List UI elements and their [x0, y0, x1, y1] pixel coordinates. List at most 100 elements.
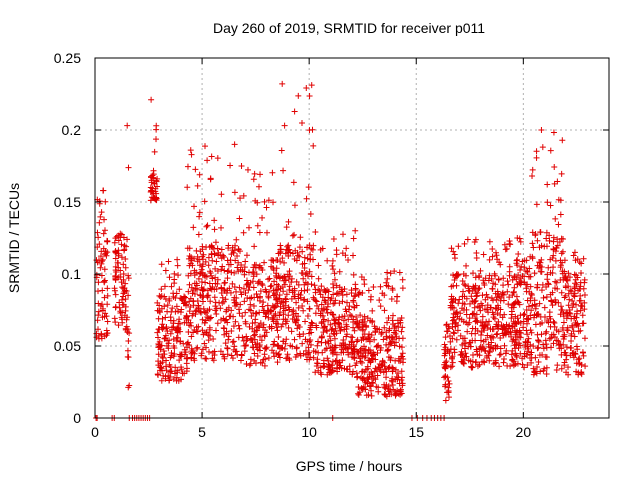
- data-point: [573, 368, 580, 375]
- data-point: [543, 370, 550, 377]
- data-point: [492, 360, 499, 367]
- data-point: [302, 336, 309, 343]
- data-point: [366, 371, 373, 378]
- data-point: [212, 239, 219, 246]
- data-point: [510, 358, 517, 365]
- data-point: [183, 355, 190, 362]
- data-point: [255, 278, 262, 285]
- data-point: [178, 351, 185, 358]
- data-point: [474, 318, 481, 325]
- data-point: [451, 251, 458, 258]
- data-point: [203, 344, 210, 351]
- data-point: [450, 272, 457, 279]
- data-point: [195, 275, 202, 282]
- data-point: [214, 320, 221, 327]
- data-point: [361, 313, 368, 320]
- data-point: [156, 309, 163, 316]
- data-point: [336, 314, 343, 321]
- data-point: [158, 261, 165, 268]
- data-point: [497, 297, 504, 304]
- data-point: [454, 327, 461, 334]
- data-point: [221, 286, 228, 293]
- data-point: [264, 302, 271, 309]
- data-point: [557, 264, 564, 271]
- data-point: [243, 277, 250, 284]
- data-point: [187, 147, 194, 154]
- data-point: [332, 358, 339, 365]
- data-point: [484, 294, 491, 301]
- data-point: [202, 272, 209, 279]
- data-point: [472, 315, 479, 322]
- data-point: [544, 181, 551, 188]
- data-point: [199, 246, 206, 253]
- data-point: [448, 354, 455, 361]
- data-point: [250, 273, 257, 280]
- data-point: [248, 294, 255, 301]
- data-point: [532, 305, 539, 312]
- data-point: [156, 364, 163, 371]
- data-point: [162, 373, 169, 380]
- data-point: [265, 197, 272, 204]
- data-point: [237, 248, 244, 255]
- data-point: [469, 311, 476, 318]
- data-point: [178, 364, 185, 371]
- data-point: [543, 354, 550, 361]
- data-point: [581, 276, 588, 283]
- data-point: [356, 389, 363, 396]
- data-point: [227, 261, 234, 268]
- data-point: [548, 334, 555, 341]
- data-point: [445, 394, 452, 401]
- data-point: [199, 316, 206, 323]
- data-point: [93, 257, 100, 264]
- data-point: [571, 333, 578, 340]
- data-point: [550, 234, 557, 241]
- data-point: [218, 224, 225, 231]
- data-point: [177, 338, 184, 345]
- data-point: [276, 345, 283, 352]
- data-point: [577, 285, 584, 292]
- data-point: [223, 316, 230, 323]
- data-point: [166, 337, 173, 344]
- data-point: [315, 305, 322, 312]
- data-point: [112, 249, 119, 256]
- data-point: [186, 308, 193, 315]
- data-point: [260, 324, 267, 331]
- data-point: [563, 369, 570, 376]
- data-point: [506, 294, 513, 301]
- y-tick-label: 0.2: [62, 122, 82, 138]
- axis-ticks: [94, 57, 609, 419]
- data-point: [246, 306, 253, 313]
- data-point: [174, 262, 181, 269]
- data-point: [224, 268, 231, 275]
- data-point: [368, 392, 375, 399]
- data-point: [202, 355, 209, 362]
- data-point: [288, 295, 295, 302]
- data-point: [196, 270, 203, 277]
- data-point: [495, 276, 502, 283]
- data-point: [211, 294, 218, 301]
- data-point: [336, 284, 343, 291]
- data-point: [469, 310, 476, 317]
- data-point: [220, 252, 227, 259]
- data-point: [243, 361, 250, 368]
- data-point: [242, 289, 249, 296]
- data-point: [574, 256, 581, 263]
- data-point: [560, 235, 567, 242]
- data-point: [562, 349, 569, 356]
- data-point: [266, 275, 273, 282]
- data-point: [167, 368, 174, 375]
- data-point: [206, 326, 213, 333]
- data-point: [381, 324, 388, 331]
- data-point: [453, 272, 460, 279]
- data-point: [329, 262, 336, 269]
- data-point: [113, 249, 120, 256]
- data-point: [204, 157, 211, 164]
- data-point: [395, 355, 402, 362]
- data-point: [112, 291, 119, 298]
- data-point: [188, 333, 195, 340]
- data-point: [564, 310, 571, 317]
- data-point: [277, 298, 284, 305]
- data-point: [336, 268, 343, 275]
- data-point: [550, 129, 557, 136]
